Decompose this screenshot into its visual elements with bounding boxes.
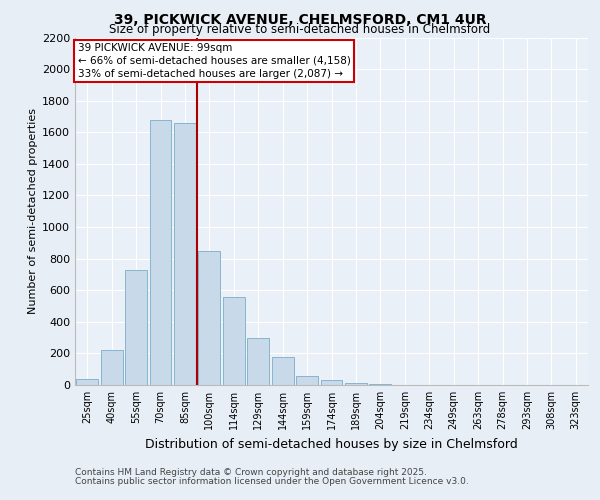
Text: Contains public sector information licensed under the Open Government Licence v3: Contains public sector information licen… bbox=[75, 476, 469, 486]
Bar bbox=[125, 270, 147, 385]
Text: Contains HM Land Registry data © Crown copyright and database right 2025.: Contains HM Land Registry data © Crown c… bbox=[75, 468, 427, 477]
Text: Size of property relative to semi-detached houses in Chelmsford: Size of property relative to semi-detach… bbox=[109, 22, 491, 36]
Bar bbox=[223, 296, 245, 385]
Bar bbox=[149, 120, 172, 385]
Text: 39 PICKWICK AVENUE: 99sqm
← 66% of semi-detached houses are smaller (4,158)
33% : 39 PICKWICK AVENUE: 99sqm ← 66% of semi-… bbox=[77, 42, 350, 79]
Bar bbox=[345, 382, 367, 385]
Bar bbox=[370, 384, 391, 385]
Y-axis label: Number of semi-detached properties: Number of semi-detached properties bbox=[28, 108, 38, 314]
Bar bbox=[174, 123, 196, 385]
Bar bbox=[199, 250, 220, 385]
Bar bbox=[247, 338, 269, 385]
Bar bbox=[320, 380, 343, 385]
Bar bbox=[101, 350, 122, 385]
Bar bbox=[272, 358, 293, 385]
Bar bbox=[296, 376, 318, 385]
Text: 39, PICKWICK AVENUE, CHELMSFORD, CM1 4UR: 39, PICKWICK AVENUE, CHELMSFORD, CM1 4UR bbox=[113, 12, 487, 26]
Bar bbox=[76, 378, 98, 385]
X-axis label: Distribution of semi-detached houses by size in Chelmsford: Distribution of semi-detached houses by … bbox=[145, 438, 518, 450]
